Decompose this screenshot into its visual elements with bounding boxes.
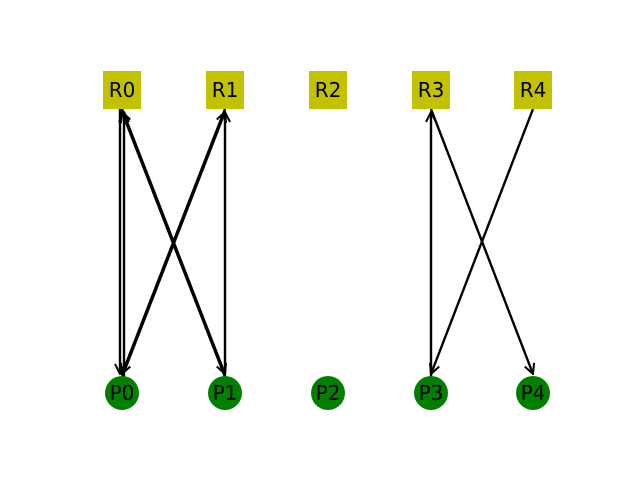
resource-node-r1: R1 xyxy=(206,71,244,109)
resource-label: R1 xyxy=(212,78,239,102)
resource-square xyxy=(514,71,552,109)
process-circle xyxy=(311,376,345,410)
process-label: P4 xyxy=(521,381,546,405)
edge-r4-to-p3 xyxy=(431,108,535,374)
process-node-p1: P1 xyxy=(208,376,242,410)
process-node-p4: P4 xyxy=(516,376,550,410)
process-circle xyxy=(208,376,242,410)
process-circle xyxy=(105,376,139,410)
process-label: P2 xyxy=(316,381,341,405)
resource-square xyxy=(103,71,141,109)
resource-node-r0: R0 xyxy=(103,71,141,109)
process-node-p0: P0 xyxy=(105,376,139,410)
resource-label: R0 xyxy=(109,78,136,102)
resource-square xyxy=(309,71,347,109)
process-circle xyxy=(516,376,550,410)
process-node-p2: P2 xyxy=(311,376,345,410)
resource-square xyxy=(412,71,450,109)
resource-node-r4: R4 xyxy=(514,71,552,109)
resource-label: R2 xyxy=(315,78,342,102)
process-label: P0 xyxy=(110,381,135,405)
resource-node-r3: R3 xyxy=(412,71,450,109)
resource-label: R3 xyxy=(418,78,445,102)
process-circle xyxy=(414,376,448,410)
process-label: P3 xyxy=(419,381,444,405)
resource-label: R4 xyxy=(520,78,547,102)
resource-square xyxy=(206,71,244,109)
edge-p1-to-r0 xyxy=(122,112,227,378)
edges-layer xyxy=(120,108,535,378)
process-label: P1 xyxy=(213,381,238,405)
process-node-p3: P3 xyxy=(414,376,448,410)
nodes-layer: R0 R1 R2 R3 R4 P0 P1 P2 P3 P4 xyxy=(103,71,552,410)
resource-node-r2: R2 xyxy=(309,71,347,109)
